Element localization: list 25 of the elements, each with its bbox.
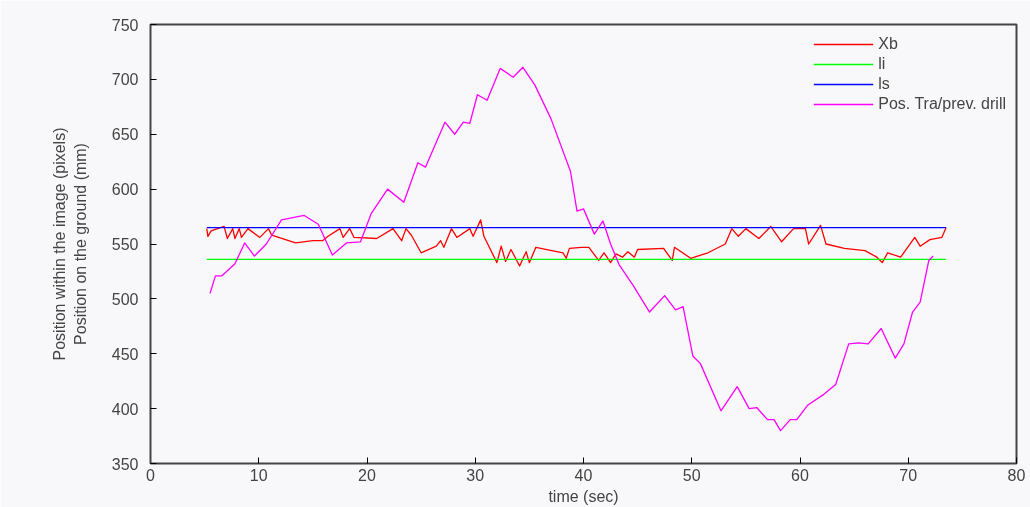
x-tick-label: 40: [574, 466, 593, 484]
y-tick-label: 450: [111, 345, 139, 363]
y-tick-label: 600: [111, 181, 139, 199]
x-tick-label: 60: [791, 466, 809, 484]
legend-label: Pos. Tra/prev. drill: [878, 95, 1006, 113]
legend-label: Xb: [878, 35, 899, 53]
x-tick-label: 70: [899, 466, 918, 484]
x-tick-label: 30: [466, 466, 485, 484]
legend-label: li: [878, 55, 887, 73]
y-tick-label: 350: [111, 455, 139, 473]
line-series: [206, 219, 947, 267]
x-tick-label: 20: [358, 466, 376, 484]
y-tick-label: 650: [111, 126, 139, 144]
x-axis-title: time (sec): [548, 487, 619, 505]
y-tick-label: 500: [111, 290, 139, 308]
x-tick-label: 0: [146, 466, 156, 484]
x-tick-label: 10: [249, 466, 268, 484]
y-tick-label: 400: [111, 400, 139, 418]
y-tick-label: 700: [111, 71, 139, 89]
legend-label: ls: [878, 75, 891, 93]
y-tick-label: 550: [111, 236, 139, 253]
x-tick-label: 50: [682, 466, 701, 484]
y-axis-title: Position within the image (pixels) Position on the ground (mm): [51, 127, 89, 361]
y-tick-label: 750: [111, 16, 139, 34]
x-tick-label: 80: [1007, 466, 1026, 484]
